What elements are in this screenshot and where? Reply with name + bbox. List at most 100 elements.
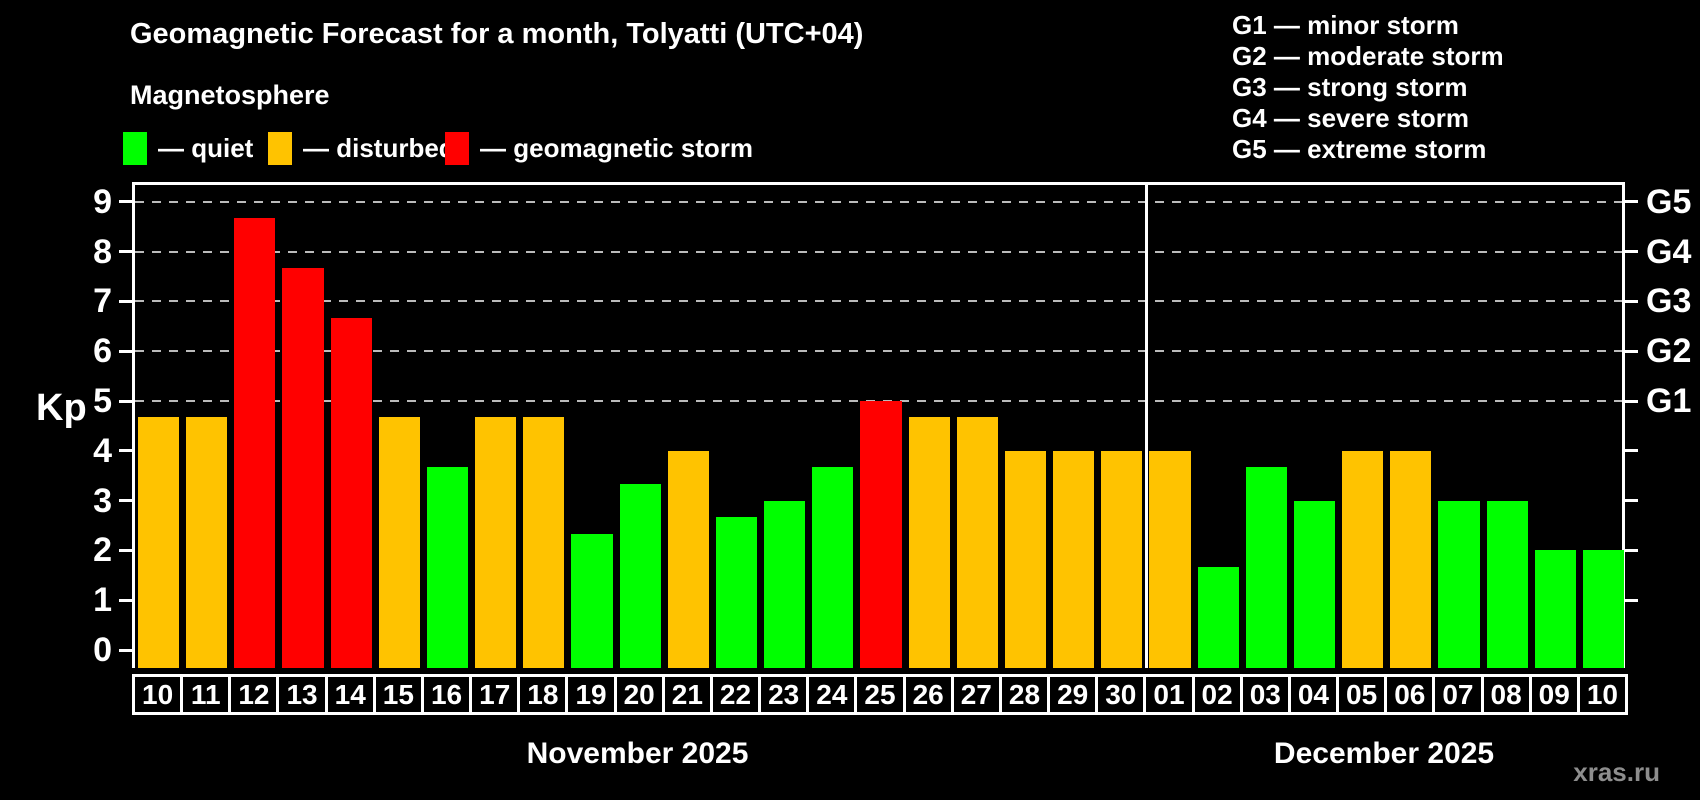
watermark: xras.ru bbox=[1573, 757, 1660, 787]
kp-bar-day-04 bbox=[1293, 500, 1336, 668]
right-axis-tick-5 bbox=[1625, 399, 1638, 403]
kp-bar-day-10 bbox=[1582, 550, 1624, 668]
day-label-cell: 06 bbox=[1384, 674, 1436, 715]
storm-scale-g1: G1 — minor storm bbox=[1232, 10, 1459, 40]
day-label-cell: 27 bbox=[950, 674, 1002, 715]
kp-bar-day-27 bbox=[956, 417, 998, 668]
day-label-cell: 10 bbox=[1576, 674, 1628, 715]
kp-bar-day-24 bbox=[812, 467, 854, 668]
day-label-cell: 14 bbox=[324, 674, 376, 715]
disturbed-label: — disturbed bbox=[303, 132, 455, 163]
month-separator bbox=[1144, 185, 1148, 668]
disturbed-color-swatch bbox=[268, 131, 292, 165]
kp-bar-day-14 bbox=[330, 317, 372, 668]
y-axis-tick-5 bbox=[119, 399, 132, 403]
kp-bar-day-11 bbox=[186, 417, 228, 668]
day-label-cell: 13 bbox=[276, 674, 328, 715]
y-axis-tick-1 bbox=[119, 598, 132, 602]
y-axis-tick-0 bbox=[119, 648, 132, 652]
y-axis-tick-2 bbox=[119, 548, 132, 552]
day-label-cell: 26 bbox=[902, 674, 954, 715]
gridline-kp7 bbox=[135, 300, 1622, 303]
day-label-cell: 29 bbox=[1047, 674, 1099, 715]
storm-scale-g2: G2 — moderate storm bbox=[1232, 41, 1504, 71]
y-axis-label-4: 4 bbox=[93, 431, 112, 470]
y-axis-label-7: 7 bbox=[93, 282, 112, 321]
y-axis-tick-9 bbox=[119, 200, 132, 204]
day-label-cell: 21 bbox=[661, 674, 713, 715]
day-label-cell: 19 bbox=[565, 674, 617, 715]
gridline-kp9 bbox=[135, 200, 1622, 203]
y-axis-label-2: 2 bbox=[93, 531, 112, 570]
right-axis-label-g3: G3 bbox=[1646, 282, 1692, 321]
legend-item-quiet: — quiet bbox=[123, 130, 253, 166]
kp-bar-day-23 bbox=[764, 500, 806, 668]
kp-bar-day-30 bbox=[1101, 450, 1143, 668]
kp-bar-day-01 bbox=[1149, 450, 1191, 668]
right-axis-tick-9 bbox=[1625, 200, 1638, 204]
kp-bar-day-09 bbox=[1534, 550, 1576, 668]
day-label-cell: 10 bbox=[132, 674, 184, 715]
day-label-cell: 17 bbox=[469, 674, 521, 715]
kp-bar-day-06 bbox=[1390, 450, 1432, 668]
kp-bar-day-26 bbox=[908, 417, 950, 668]
y-axis-tick-4 bbox=[119, 449, 132, 453]
right-axis-tick-7 bbox=[1625, 299, 1638, 303]
kp-bar-day-19 bbox=[571, 533, 613, 668]
day-label-cell: 02 bbox=[1191, 674, 1243, 715]
gridline-kp6 bbox=[135, 350, 1622, 353]
day-label-cell: 12 bbox=[228, 674, 280, 715]
kp-bar-day-20 bbox=[619, 484, 661, 668]
kp-bar-day-13 bbox=[282, 268, 324, 668]
day-label-cell: 18 bbox=[517, 674, 569, 715]
chart-title: Geomagnetic Forecast for a month, Tolyat… bbox=[130, 18, 864, 50]
day-label-cell: 16 bbox=[420, 674, 473, 715]
right-axis-tick-1 bbox=[1625, 598, 1638, 602]
legend-item-disturbed: — disturbed bbox=[268, 130, 455, 166]
right-axis-tick-6 bbox=[1625, 349, 1638, 353]
kp-bar-day-05 bbox=[1342, 450, 1384, 668]
y-axis-tick-6 bbox=[119, 349, 132, 353]
storm-label: — geomagnetic storm bbox=[480, 132, 754, 163]
right-axis-tick-2 bbox=[1625, 548, 1638, 552]
kp-bar-day-16 bbox=[426, 467, 469, 668]
kp-bar-day-21 bbox=[667, 450, 709, 668]
day-label-cell: 05 bbox=[1336, 674, 1388, 715]
kp-bar-day-12 bbox=[234, 218, 276, 668]
gridline-kp8 bbox=[135, 250, 1622, 253]
kp-bar-day-15 bbox=[378, 417, 420, 668]
quiet-label: — quiet bbox=[158, 132, 254, 163]
right-axis-tick-4 bbox=[1625, 449, 1638, 453]
day-label-cell: 09 bbox=[1528, 674, 1580, 715]
kp-bar-day-02 bbox=[1197, 566, 1239, 668]
day-label-cell: 30 bbox=[1095, 674, 1147, 715]
day-label-cell: 11 bbox=[180, 674, 232, 715]
day-label-cell: 23 bbox=[758, 674, 810, 715]
kp-bar-day-07 bbox=[1438, 500, 1480, 668]
y-axis-label-8: 8 bbox=[93, 232, 112, 271]
day-label-cell: 08 bbox=[1480, 674, 1532, 715]
storm-scale-legend: G1 — minor storm G2 — moderate storm G3 … bbox=[1232, 10, 1504, 165]
y-axis-label-9: 9 bbox=[93, 182, 112, 221]
day-label-cell: 20 bbox=[613, 674, 665, 715]
kp-bar-day-10 bbox=[138, 417, 180, 668]
y-axis-tick-7 bbox=[119, 299, 132, 303]
day-label-cell: 25 bbox=[854, 674, 906, 715]
legend-item-storm: — geomagnetic storm bbox=[445, 130, 753, 166]
month-label-november: November 2025 bbox=[526, 737, 749, 770]
storm-color-swatch bbox=[445, 131, 469, 165]
day-label-cell: 24 bbox=[806, 674, 858, 715]
kp-bar-day-08 bbox=[1486, 500, 1528, 668]
storm-scale-g4: G4 — severe storm bbox=[1232, 103, 1470, 133]
kp-bar-day-03 bbox=[1245, 467, 1287, 668]
y-axis-label-3: 3 bbox=[93, 481, 112, 520]
y-axis-tick-8 bbox=[119, 250, 132, 254]
day-label-cell: 04 bbox=[1287, 674, 1340, 715]
y-axis-label-6: 6 bbox=[93, 332, 112, 371]
kp-bar-day-28 bbox=[1004, 450, 1047, 668]
right-axis-tick-8 bbox=[1625, 250, 1638, 254]
right-axis-label-g1: G1 bbox=[1646, 382, 1692, 420]
right-axis-tick-3 bbox=[1625, 499, 1638, 503]
kp-bar-day-22 bbox=[715, 517, 758, 668]
